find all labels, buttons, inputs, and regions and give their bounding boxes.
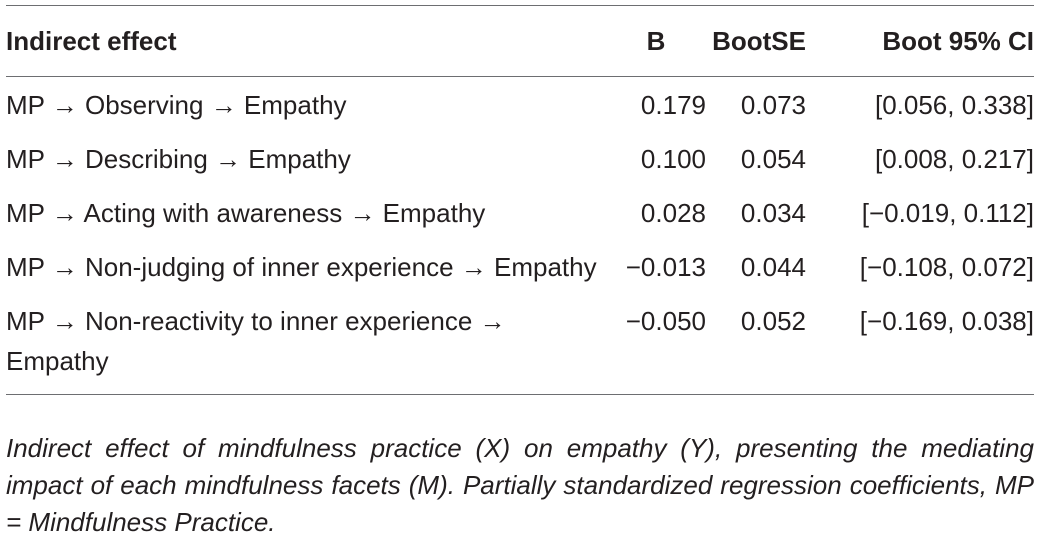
cell-b: 0.100	[640, 144, 706, 174]
cell-effect: MP → Describing → Empathy	[6, 144, 351, 174]
table-header-row: Indirect effect B BootSE Boot 95% CI	[6, 6, 1034, 76]
cell-effect: MP → Acting with awareness → Empathy	[6, 198, 486, 228]
cell-b: 0.179	[640, 90, 706, 120]
header-b: B	[646, 26, 666, 56]
cell-bootse: 0.073	[740, 90, 806, 120]
table-row: MP → Describing → Empathy 0.100 0.054 [0…	[6, 132, 1034, 186]
cell-ci: [0.056, 0.338]	[874, 90, 1034, 120]
cell-bootse: 0.054	[740, 144, 806, 174]
cell-ci: [−0.019, 0.112]	[861, 198, 1034, 228]
cell-effect: MP → Non-judging of inner experience → E…	[6, 252, 597, 282]
header-boot-ci: Boot 95% CI	[882, 26, 1034, 56]
indirect-effects-table: Indirect effect B BootSE Boot 95% CI MP …	[6, 6, 1034, 388]
table-header-rule	[6, 76, 1034, 77]
table-top-rule	[6, 5, 1034, 6]
cell-b: −0.050	[625, 306, 706, 336]
table-row: MP → Acting with awareness → Empathy 0.0…	[6, 186, 1034, 240]
cell-effect: MP → Observing → Empathy	[6, 90, 347, 120]
table-caption: Indirect effect of mindfulness practice …	[6, 433, 1034, 537]
cell-bootse: 0.052	[740, 306, 806, 336]
cell-effect: MP → Non-reactivity to inner experience …	[6, 306, 506, 376]
cell-bootse: 0.034	[740, 198, 806, 228]
table-row: MP → Non-reactivity to inner experience …	[6, 294, 1034, 388]
cell-b: −0.013	[625, 252, 706, 282]
table-row: MP → Non-judging of inner experience → E…	[6, 240, 1034, 294]
cell-ci: [0.008, 0.217]	[874, 144, 1034, 174]
header-indirect-effect: Indirect effect	[6, 26, 177, 56]
table-bottom-rule	[6, 394, 1034, 395]
table-row: MP → Observing → Empathy 0.179 0.073 [0.…	[6, 77, 1034, 132]
cell-ci: [−0.108, 0.072]	[859, 252, 1034, 282]
header-bootse: BootSE	[712, 26, 806, 56]
results-table-container: Indirect effect B BootSE Boot 95% CI MP …	[6, 5, 1034, 395]
cell-ci: [−0.169, 0.038]	[859, 306, 1034, 336]
cell-bootse: 0.044	[740, 252, 806, 282]
cell-b: 0.028	[640, 198, 706, 228]
